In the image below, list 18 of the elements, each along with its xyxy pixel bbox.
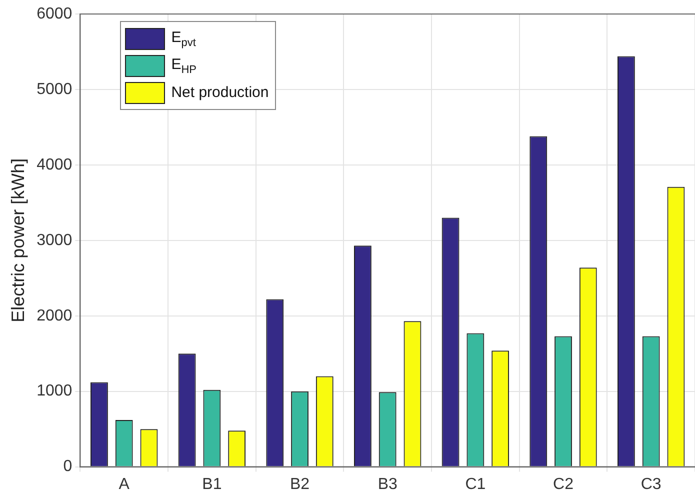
x-tick-label: B2 xyxy=(290,476,310,493)
x-tick-label: C2 xyxy=(553,476,574,493)
x-tick-label: C1 xyxy=(465,476,486,493)
x-tick-label: B3 xyxy=(378,476,398,493)
y-tick-label: 1000 xyxy=(36,382,72,400)
legend-label: Net production xyxy=(171,84,269,101)
y-tick-label: 3000 xyxy=(36,232,72,249)
y-axis-title: Electric power [kWh] xyxy=(8,158,28,322)
y-tick-label: 5000 xyxy=(36,80,72,98)
legend-label: E$_{HP}$ xyxy=(171,56,196,76)
y-tick-label: 4000 xyxy=(36,156,72,174)
x-tick-label: C3 xyxy=(640,476,662,493)
y-tick-label: 0 xyxy=(63,458,72,476)
x-tick-label: A xyxy=(118,476,130,493)
y-tick-label: 6000 xyxy=(36,5,72,22)
legend-label: E$_{pvt}$ xyxy=(171,28,196,48)
x-tick-label: B1 xyxy=(202,476,222,493)
y-tick-label: 2000 xyxy=(36,307,72,324)
